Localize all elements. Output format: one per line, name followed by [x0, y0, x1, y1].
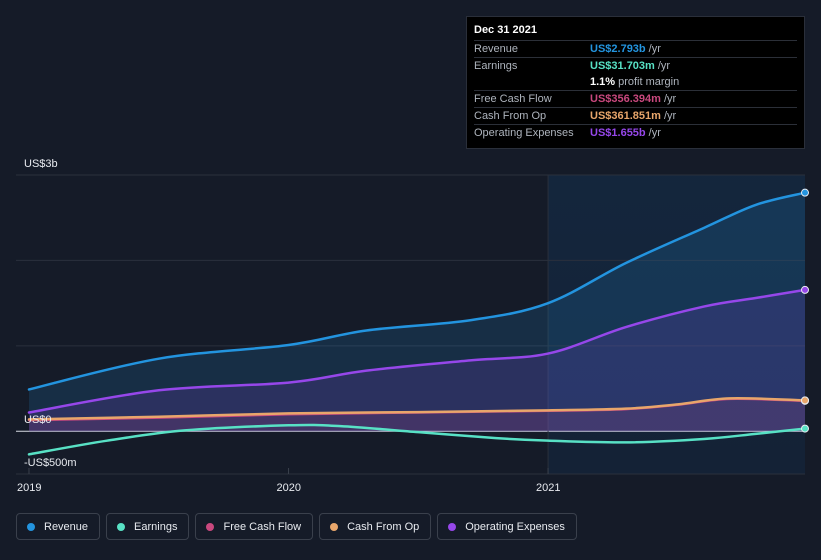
highlight-region	[548, 175, 805, 474]
x-tick-label: 2019	[17, 482, 41, 494]
y-label-top: US$3b	[24, 158, 58, 170]
end-markers	[801, 188, 809, 433]
tooltip-row-unit: profit margin	[618, 76, 680, 88]
tooltip-row-unit: /yr	[663, 110, 677, 122]
legend-label: Operating Expenses	[465, 520, 565, 533]
tooltip-row-unit: /yr	[648, 127, 661, 139]
tooltip-row-value: US$2.793b	[590, 43, 646, 55]
legend-dot-icon	[117, 522, 126, 531]
chart-legend: Revenue Earnings Free Cash Flow Cash Fro…	[16, 513, 577, 542]
legend-item-operating-expenses[interactable]: Operating Expenses	[437, 513, 577, 540]
legend-dot-icon	[27, 522, 35, 531]
tooltip-row-profit-margin: 1.1% profit margin	[474, 74, 797, 90]
tooltip-row-value: 1.1%	[590, 76, 616, 88]
legend-label: Revenue	[44, 520, 89, 533]
series-areas	[28, 192, 805, 432]
y-label-bottom: -US$500m	[24, 457, 77, 469]
marker-cash-from-op	[801, 396, 809, 405]
x-tick-label: 2021	[536, 482, 560, 494]
line-revenue	[27, 191, 807, 391]
tooltip-row-unit: /yr	[648, 43, 661, 55]
legend-item-cash-from-op[interactable]: Cash From Op	[319, 513, 432, 540]
x-axis-ticks: 2019 2020 2021	[17, 468, 561, 494]
legend-item-earnings[interactable]: Earnings	[106, 513, 190, 540]
series-lines	[27, 191, 807, 456]
x-tick-label: 2020	[277, 482, 301, 494]
tooltip-row-value: US$1.655b	[590, 127, 646, 139]
area-revenue	[28, 192, 805, 432]
line-cash-from-op	[27, 397, 807, 421]
legend-item-revenue[interactable]: Revenue	[16, 513, 101, 540]
tooltip-row-unit: /yr	[663, 93, 677, 105]
tooltip-row-earnings: Earnings US$31.703m /yr	[474, 57, 797, 74]
tooltip-row-cash-from-op: Cash From Op US$361.851m /yr	[474, 107, 797, 124]
area-free-cash-flow	[28, 398, 805, 432]
tooltip-row-name: Operating Expenses	[474, 127, 574, 139]
tooltip-row-unit: /yr	[657, 60, 671, 72]
tooltip-row-operating-expenses: Operating Expenses US$1.655b /yr	[474, 124, 797, 141]
y-label-zero: US$0	[24, 414, 52, 426]
legend-item-free-cash-flow[interactable]: Free Cash Flow	[195, 513, 314, 540]
legend-dot-icon	[206, 522, 215, 531]
tooltip-date: Dec 31 2021	[474, 24, 537, 36]
tooltip-row-name: Cash From Op	[474, 110, 547, 122]
area-operating-expenses	[28, 289, 805, 432]
line-operating-expenses	[27, 288, 807, 414]
tooltip-panel: Dec 31 2021 Revenue US$2.793b /yr Earnin…	[466, 16, 805, 149]
legend-label: Earnings	[134, 520, 178, 533]
legend-label: Cash From Op	[347, 520, 420, 533]
legend-label: Free Cash Flow	[223, 520, 302, 533]
legend-dot-icon	[330, 522, 339, 531]
tooltip-row-free-cash-flow: Free Cash Flow US$356.394m /yr	[474, 90, 797, 107]
tooltip-row-name: Earnings	[474, 60, 518, 72]
marker-earnings	[801, 424, 809, 433]
tooltip-row-value: US$361.851m	[590, 110, 661, 122]
line-earnings	[27, 423, 807, 456]
tooltip-row-value: US$31.703m	[590, 60, 655, 72]
tooltip-row-name: Revenue	[474, 43, 519, 55]
tooltip-row-value: US$356.394m	[590, 93, 661, 105]
tooltip-row-revenue: Revenue US$2.793b /yr	[474, 40, 797, 57]
tooltip-row-name: Free Cash Flow	[474, 93, 552, 105]
legend-dot-icon	[448, 522, 457, 531]
marker-operating-expenses	[801, 285, 809, 294]
marker-revenue	[801, 188, 809, 197]
